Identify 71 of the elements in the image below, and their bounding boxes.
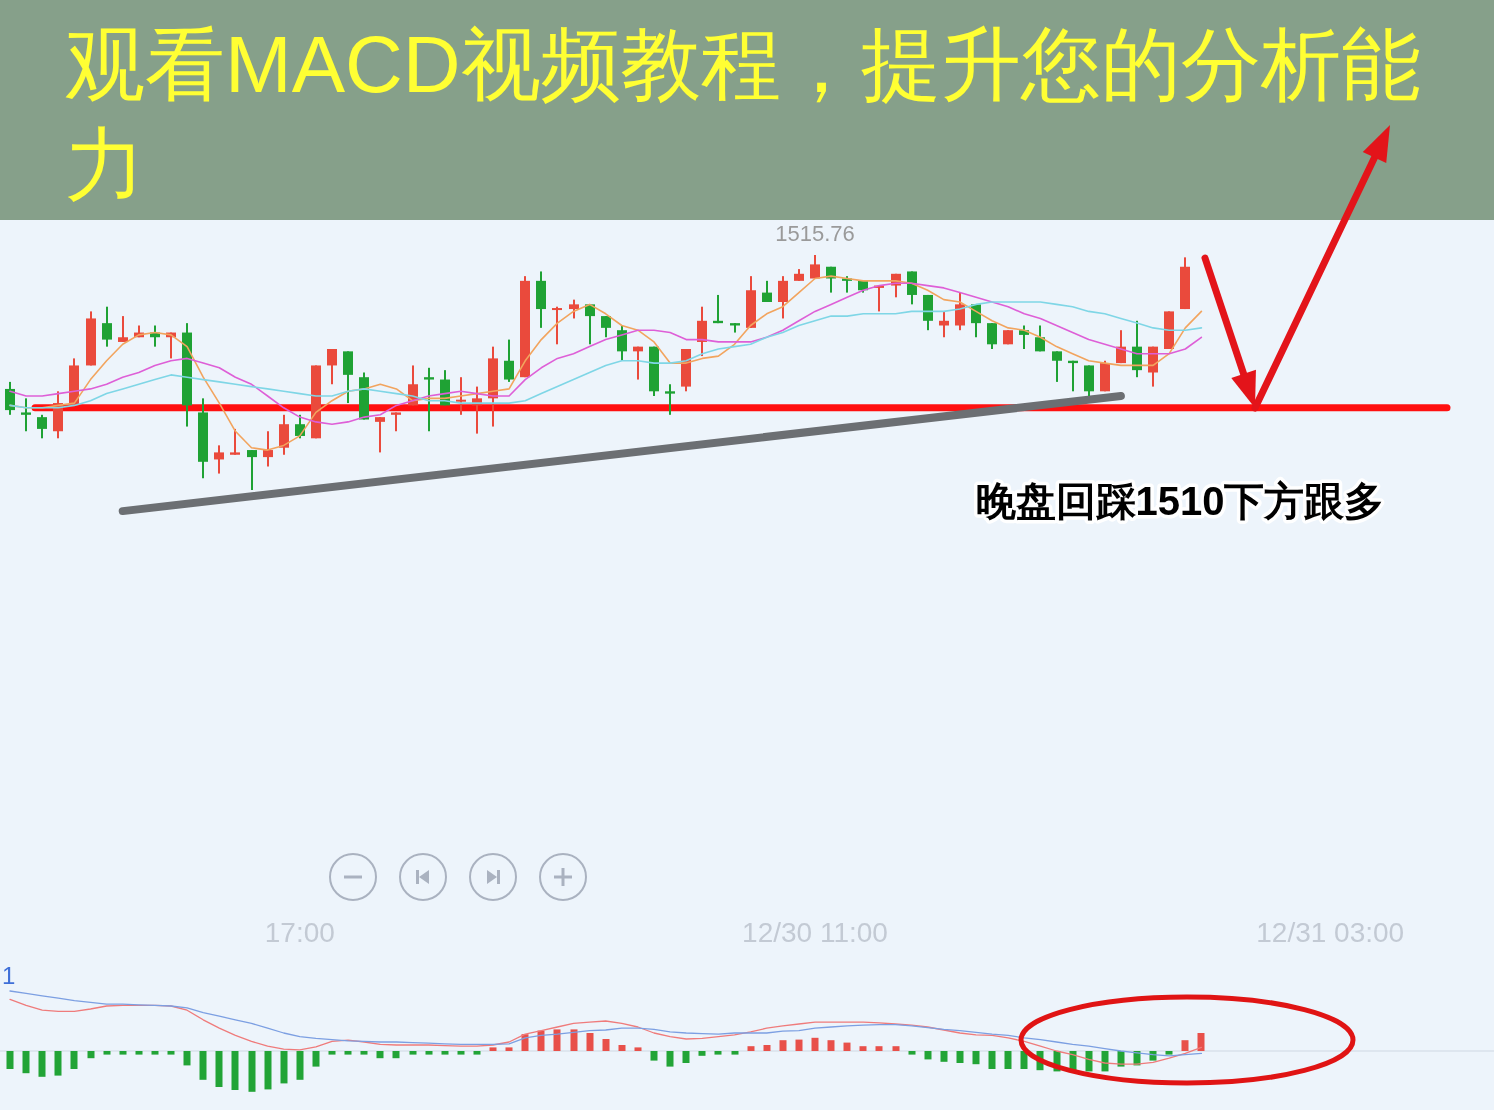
bar — [908, 1051, 916, 1055]
bar — [231, 1051, 239, 1090]
bar — [1004, 1051, 1012, 1069]
bar — [634, 1047, 642, 1051]
bar — [859, 1046, 867, 1051]
bar — [376, 1051, 384, 1059]
bar — [747, 1046, 755, 1051]
bar — [988, 1051, 996, 1069]
bar — [731, 1051, 739, 1055]
bar — [763, 1045, 771, 1051]
bar — [328, 1051, 336, 1055]
bar — [602, 1039, 610, 1051]
bar — [425, 1051, 433, 1055]
bar — [87, 1051, 95, 1059]
bar — [714, 1051, 722, 1055]
bar — [1101, 1051, 1109, 1072]
bar — [360, 1051, 368, 1055]
text: 1 — [2, 962, 16, 989]
bar — [505, 1047, 513, 1051]
bar — [215, 1051, 223, 1087]
bar — [54, 1051, 62, 1076]
bar — [1085, 1051, 1093, 1072]
bar — [795, 1039, 803, 1051]
bar — [6, 1051, 14, 1069]
annotation: 晚盘回踩1510下方跟多 — [975, 479, 1385, 523]
bar — [956, 1051, 964, 1063]
bar — [248, 1051, 256, 1092]
bar — [586, 1033, 594, 1051]
bar — [392, 1051, 400, 1059]
bar — [119, 1051, 127, 1055]
bar — [843, 1042, 851, 1051]
bar — [183, 1051, 191, 1066]
bar — [409, 1051, 417, 1055]
bar — [892, 1046, 900, 1051]
bar — [103, 1051, 111, 1055]
bar — [489, 1047, 497, 1051]
chart-title: 观看MACD视频教程，提升您的分析能力 — [65, 20, 1421, 209]
bar — [199, 1051, 207, 1080]
bar — [264, 1051, 272, 1090]
bar — [553, 1029, 561, 1051]
bar — [698, 1051, 706, 1056]
bar — [537, 1030, 545, 1051]
bar — [296, 1051, 304, 1080]
bar — [1165, 1051, 1173, 1055]
bar — [151, 1051, 159, 1055]
bar — [682, 1051, 690, 1063]
bar — [650, 1051, 658, 1061]
bar — [38, 1051, 46, 1077]
bar — [940, 1051, 948, 1062]
bar — [22, 1051, 30, 1074]
bar — [875, 1046, 883, 1051]
bar — [312, 1051, 320, 1067]
bar — [666, 1051, 674, 1067]
bar — [779, 1040, 787, 1051]
bar — [135, 1051, 143, 1055]
bar — [811, 1037, 819, 1051]
bar — [827, 1040, 835, 1051]
bar — [1197, 1033, 1205, 1051]
bar — [618, 1045, 626, 1051]
bar — [1181, 1040, 1189, 1051]
bar — [924, 1051, 932, 1060]
bar — [167, 1051, 175, 1055]
bar — [344, 1051, 352, 1055]
annotation: 1515.76 — [775, 221, 855, 246]
bar — [457, 1051, 465, 1055]
bar — [570, 1029, 578, 1051]
bar — [473, 1051, 481, 1055]
bar — [441, 1051, 449, 1055]
bar — [70, 1051, 78, 1069]
bar — [280, 1051, 288, 1084]
bar — [972, 1051, 980, 1065]
